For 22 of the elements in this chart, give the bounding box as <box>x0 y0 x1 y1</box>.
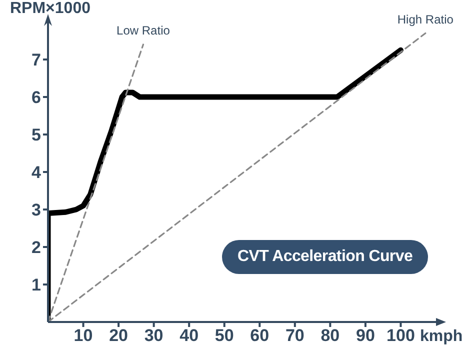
y-tick-label: 7 <box>32 50 41 70</box>
x-tick-label: 80 <box>320 326 340 346</box>
x-tick-label: 10 <box>74 326 93 346</box>
x-tick-label: 60 <box>250 326 270 346</box>
y-tick-label: 2 <box>32 238 41 258</box>
x-axis-title: kmph <box>420 328 463 346</box>
y-tick-label: 4 <box>32 163 42 182</box>
y-axis-title: RPM×1000 <box>10 0 90 18</box>
series-label: Low Ratio <box>116 24 170 38</box>
y-tick-label: 3 <box>32 200 41 220</box>
x-tick-label: 40 <box>180 326 199 346</box>
x-tick-label: 70 <box>285 326 304 346</box>
y-tick-label: 5 <box>32 126 41 145</box>
y-tick-label: 1 <box>32 276 41 295</box>
x-tick-label: 20 <box>109 326 128 346</box>
x-tick-label: 30 <box>144 326 164 346</box>
series-label: High Ratio <box>397 12 454 26</box>
annotation: CVT Acceleration Curve <box>222 240 428 274</box>
y-tick-label: 6 <box>32 88 41 108</box>
x-tick-label: 50 <box>214 326 234 346</box>
x-tick-label: 100 <box>386 326 415 346</box>
x-tick-label: 90 <box>356 326 375 346</box>
